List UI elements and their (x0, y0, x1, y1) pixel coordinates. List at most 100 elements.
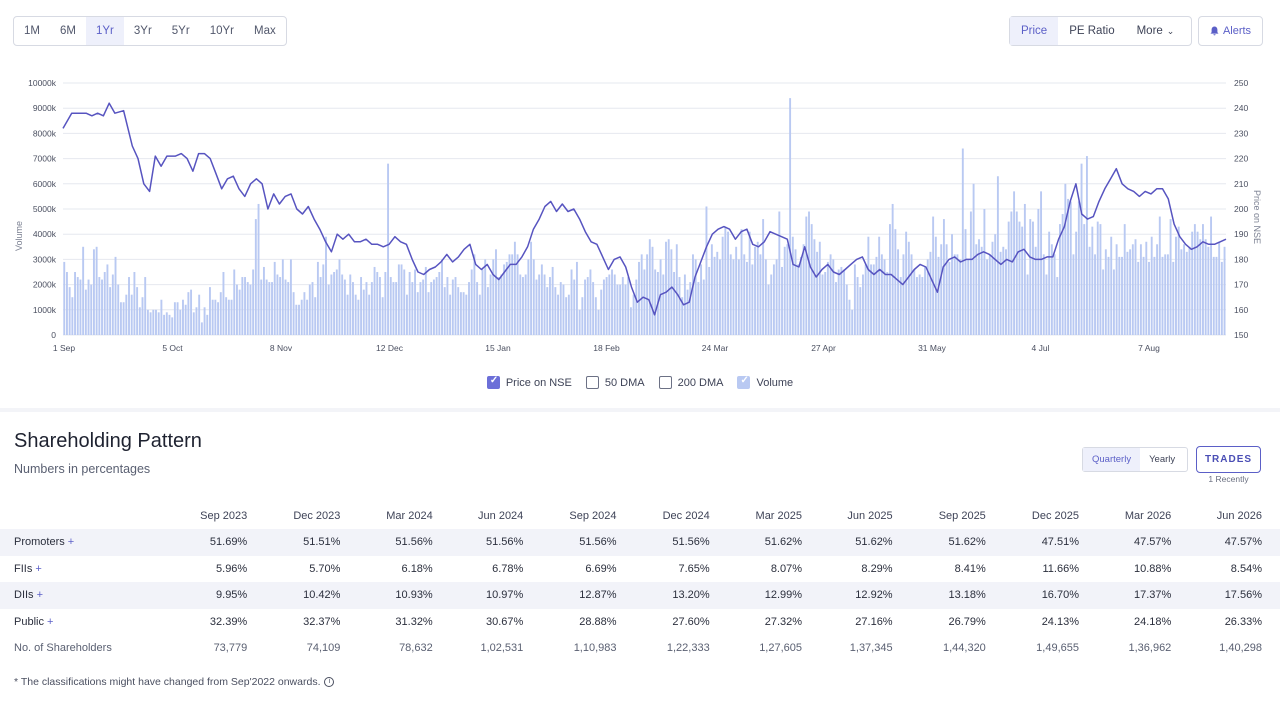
volume-bar (308, 284, 311, 335)
volume-bar (1156, 244, 1159, 335)
alerts-button[interactable]: Alerts (1198, 16, 1263, 46)
volume-bar (95, 246, 98, 335)
volume-bar (92, 249, 95, 335)
volume-bar (727, 231, 729, 335)
volume-bar (686, 289, 689, 335)
volume-bar (826, 261, 829, 335)
table-cell: 51.69% (172, 529, 266, 556)
price-tab[interactable]: Price (1010, 17, 1059, 45)
volume-bar (1045, 274, 1048, 335)
volume-bar (478, 294, 481, 335)
volume-tick-label: 8000k (33, 128, 57, 138)
table-row-promoters[interactable]: Promoters +51.69% 51.51% 51.56% 51.56% 51.56%… (0, 529, 1280, 556)
date-tick-label: 4 Jul (1032, 343, 1050, 353)
date-tick-label: 1 Sep (53, 343, 75, 353)
volume-bar (98, 277, 101, 335)
table-row-fiis[interactable]: FIIs +5.96% 5.70% 6.18% 6.78% 6.69% 7.65% 8.07%… (0, 556, 1280, 583)
volume-bar (149, 312, 152, 335)
info-icon[interactable]: i (324, 677, 335, 688)
volume-bar (335, 269, 338, 335)
legend-volume[interactable]: Volume (737, 375, 794, 389)
column-header: Dec 2025 (1031, 510, 1079, 522)
volume-bar (1075, 231, 1078, 335)
volume-bar (516, 254, 519, 335)
row-label: DIIs (14, 589, 34, 602)
alerts-label: Alerts (1222, 25, 1252, 37)
volume-bar (289, 259, 292, 335)
volume-tick-label: 9000k (33, 103, 57, 113)
column-header: Sep 2023 (200, 510, 248, 522)
range-3yr-button[interactable]: 3Yr (133, 25, 152, 37)
volume-bar (1169, 219, 1172, 335)
volume-tick-label: 3000k (33, 254, 57, 264)
volume-bar (1083, 224, 1086, 335)
expand-plus-icon[interactable]: + (67, 536, 75, 549)
legend-200-dma[interactable]: 200 DMA (658, 376, 723, 389)
volume-bar (905, 231, 908, 335)
price-chart-panel (0, 0, 1280, 408)
volume-bar (1199, 239, 1202, 335)
checkbox-icon (737, 375, 751, 389)
volume-bar (128, 277, 130, 335)
date-tick-label: 18 Feb (593, 343, 620, 353)
volume-bar (818, 241, 821, 335)
expand-plus-icon[interactable]: + (46, 615, 54, 628)
more-dropdown[interactable]: More ⌄ (1126, 17, 1186, 45)
range-10yr-button[interactable]: 10Yr (209, 25, 234, 37)
volume-bar (891, 203, 894, 335)
volume-tick-label: 6000k (33, 179, 57, 189)
volume-bar (352, 282, 354, 335)
table-cell: 10.93% (358, 582, 451, 609)
table-cell: 12.87% (541, 582, 635, 609)
legend-label: Volume (756, 376, 794, 389)
legend-50-dma[interactable]: 50 DMA (585, 376, 645, 389)
volume-bar (438, 272, 441, 335)
volume-bar (743, 254, 746, 335)
column-header: Mar 2026 (1124, 510, 1172, 522)
volume-bar (171, 317, 174, 335)
table-header-row: Sep 2023 Dec 2023 Mar 2024 Jun 2024 Sep … (0, 503, 1280, 529)
volume-bar (659, 259, 662, 335)
range-5yr-button[interactable]: 5Yr (171, 25, 190, 37)
quarterly-tab[interactable]: Quarterly (1083, 448, 1141, 471)
table-cell: 1,10,983 (573, 642, 617, 655)
column-header: Jun 2026 (1216, 510, 1262, 522)
legend-price-on-nse[interactable]: Price on NSE (486, 375, 572, 389)
volume-bar (111, 274, 114, 335)
volume-bar (813, 239, 816, 335)
volume-bar (983, 209, 986, 335)
expand-plus-icon[interactable]: + (36, 589, 43, 602)
volume-bar (532, 259, 535, 335)
yearly-tab[interactable]: Yearly (1149, 454, 1176, 465)
table-cell: 51.62% (727, 529, 821, 556)
volume-bar (1061, 214, 1064, 335)
pe-ratio-tab[interactable]: PE Ratio (1069, 25, 1115, 37)
range-1m-button[interactable]: 1M (24, 25, 40, 37)
volume-bar (702, 279, 705, 335)
volume-bar (138, 307, 141, 335)
volume-bar (1134, 239, 1137, 335)
range-6m-button[interactable]: 6M (59, 25, 76, 37)
table-row-diis[interactable]: DIIs +9.95% 10.42% 10.93% 10.97% 12.87% 13.20%… (0, 582, 1280, 609)
volume-bar (1150, 236, 1153, 335)
table-row-public[interactable]: Public +32.39% 32.37% 31.32% 30.67% 28.88% 27.… (0, 609, 1280, 636)
volume-bar (141, 297, 144, 335)
trades-button[interactable]: TRADES (1196, 446, 1261, 473)
price-axis-title: Price on NSE (1252, 190, 1262, 244)
volume-bar (1088, 246, 1091, 335)
volume-bar (805, 216, 808, 335)
volume-bar (1056, 277, 1059, 335)
expand-plus-icon[interactable]: + (35, 562, 42, 575)
range-max-button[interactable]: Max (253, 25, 276, 37)
volume-bar (872, 264, 875, 335)
range-1yr-button[interactable]: 1Yr (85, 17, 124, 45)
more-label: More (1136, 25, 1163, 37)
table-cell: 26.79% (948, 615, 986, 628)
volume-bar (430, 282, 433, 335)
volume-bar (397, 264, 400, 335)
volume-bar (292, 292, 295, 335)
volume-bar (246, 282, 249, 335)
row-label: No. of Shareholders (14, 642, 112, 655)
volume-bar (319, 277, 322, 335)
volume-bar (627, 277, 630, 335)
